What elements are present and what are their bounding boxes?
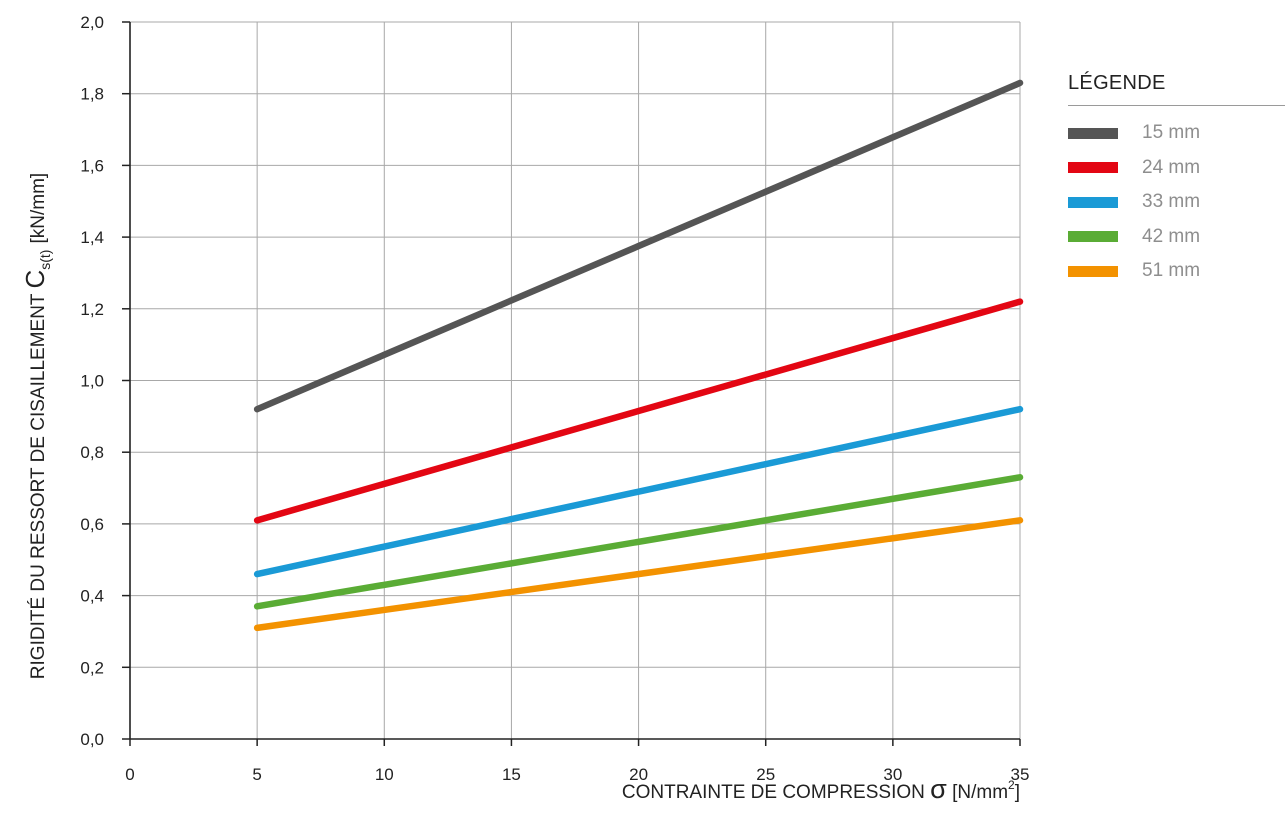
legend-label: 33 mm [1142, 191, 1201, 213]
x-tick-label: 5 [252, 765, 261, 784]
y-tick-label: 1,8 [80, 85, 104, 104]
y-tick-label: 0,2 [80, 658, 104, 677]
legend-swatch [1068, 231, 1118, 243]
legend-label: 15 mm [1142, 122, 1201, 144]
legend-label: 51 mm [1142, 260, 1201, 282]
tick-labels: 0 5 10 15 20 25 30 35 0,0 0,2 0,4 0,6 0,8 1,0 1,2 1,4 1,… [80, 13, 1029, 784]
x-tick-label: 0 [125, 765, 134, 784]
y-axis-title: RIGIDITÉ DU RESSORT DE CISAILLEMENT Cs(t… [20, 173, 53, 679]
series-line-24-mm [253, 298, 1024, 524]
y-tick-label: 1,4 [80, 228, 104, 247]
legend-swatch [1068, 127, 1118, 139]
y-axis-subscript: s(t) [37, 250, 53, 270]
y-tick-label: 0,6 [80, 515, 104, 534]
series-lines [253, 79, 1024, 632]
x-axis-unit-sup: 2 [1008, 778, 1015, 792]
x-axis-title-text: CONTRAINTE DE COMPRESSION [622, 782, 925, 803]
y-axis-symbol: C [20, 270, 50, 289]
x-axis-title: CONTRAINTE DE COMPRESSION σ [N/mm2] [622, 774, 1020, 804]
y-tick-label: 2,0 [80, 13, 104, 32]
x-axis-symbol: σ [930, 774, 947, 804]
x-tick-label: 35 [1011, 765, 1030, 784]
y-tick-label: 0,8 [80, 443, 104, 462]
x-tick-label: 10 [375, 765, 394, 784]
x-tick-label: 25 [756, 765, 775, 784]
legend-swatch [1068, 265, 1118, 277]
legend-list: 15 mm 24 mm 33 mm 42 mm 51 mm [1068, 116, 1285, 289]
y-axis-title-text: RIGIDITÉ DU RESSORT DE CISAILLEMENT [28, 293, 49, 679]
y-tick-label: 1,6 [80, 156, 104, 175]
legend-item: 15 mm [1068, 116, 1285, 151]
legend-swatch [1068, 196, 1118, 208]
y-axis-unit: [kN/mm] [28, 173, 49, 244]
x-tick-label: 15 [502, 765, 521, 784]
legend-item: 42 mm [1068, 220, 1285, 255]
y-tick-label: 1,2 [80, 300, 104, 319]
grid-lines [130, 21, 1021, 739]
x-axis-unit: [N/mm [952, 782, 1008, 803]
series-line-15-mm [253, 79, 1024, 413]
y-tick-label: 1,0 [80, 372, 104, 391]
legend-item: 24 mm [1068, 151, 1285, 186]
legend: LÉGENDE 15 mm 24 mm 33 mm 42 mm 51 mm [1068, 72, 1285, 289]
axes [122, 21, 1021, 746]
series-line-51-mm [253, 517, 1024, 632]
y-tick-label: 0,4 [80, 587, 104, 606]
series-line-42-mm [253, 474, 1024, 610]
legend-label: 42 mm [1142, 225, 1201, 247]
x-tick-label: 20 [629, 765, 648, 784]
y-tick-label: 0,0 [80, 730, 104, 749]
series-line-33-mm [253, 405, 1024, 578]
legend-label: 24 mm [1142, 156, 1201, 178]
legend-item: 33 mm [1068, 185, 1285, 220]
legend-swatch [1068, 162, 1118, 174]
legend-title: LÉGENDE [1068, 72, 1285, 106]
x-tick-label: 30 [883, 765, 902, 784]
legend-item: 51 mm [1068, 254, 1285, 289]
x-axis-unit-close: ] [1015, 782, 1020, 803]
